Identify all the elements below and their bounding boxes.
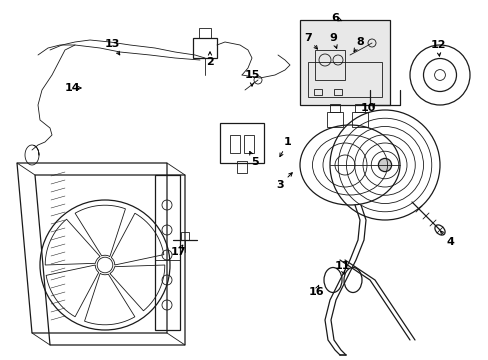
Bar [193,38,217,58]
Bar [313,89,321,95]
Text: 4: 4 [445,237,453,247]
Bar [314,50,345,80]
Bar [329,104,339,112]
Bar [244,135,253,153]
Text: 11: 11 [334,261,349,271]
Text: 15: 15 [244,70,259,80]
Bar [220,123,264,163]
Text: 17: 17 [170,247,185,257]
Bar [181,232,189,240]
Circle shape [378,158,391,172]
Bar [333,89,341,95]
Bar [307,62,381,97]
Bar [299,20,389,105]
Bar [199,28,210,38]
Bar [237,161,246,173]
Bar [155,175,180,330]
Text: 5: 5 [251,157,258,167]
Text: 12: 12 [429,40,445,50]
Text: 16: 16 [307,287,323,297]
Bar [326,112,342,127]
Bar [229,135,240,153]
Bar [351,112,367,127]
Text: 1: 1 [284,137,291,147]
Text: 7: 7 [304,33,311,43]
Text: 6: 6 [330,13,338,23]
Text: 3: 3 [276,180,283,190]
Text: 10: 10 [360,103,375,113]
Bar [354,104,364,112]
Text: 8: 8 [355,37,363,47]
Text: 13: 13 [104,39,120,49]
Text: 2: 2 [206,57,213,67]
Text: 9: 9 [328,33,336,43]
Text: 14: 14 [64,83,80,93]
